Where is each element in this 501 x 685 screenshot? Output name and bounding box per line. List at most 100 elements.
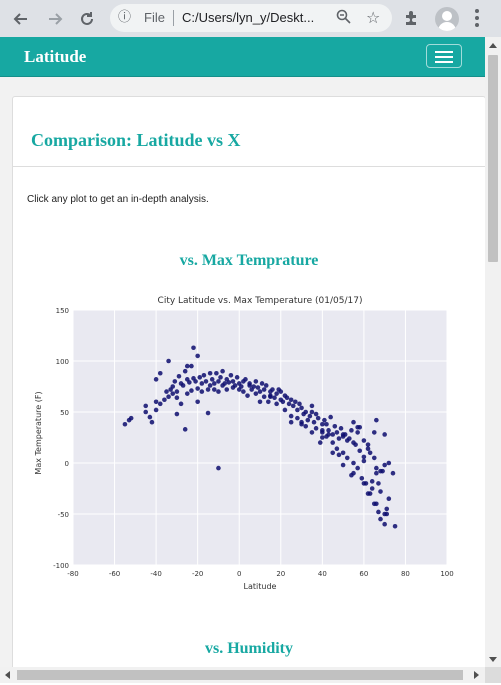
data-point <box>257 389 263 394</box>
data-point <box>317 440 323 445</box>
data-point <box>376 509 381 515</box>
data-point <box>347 436 352 441</box>
data-point <box>382 521 387 527</box>
horizontal-scroll-thumb[interactable] <box>17 670 463 680</box>
x-tick-label: 40 <box>318 570 327 578</box>
data-point <box>382 462 387 468</box>
vertical-scroll-thumb[interactable] <box>488 55 498 262</box>
y-tick-label: -100 <box>53 562 69 570</box>
navbar-brand[interactable]: Latitude <box>24 47 87 66</box>
scroll-down-icon[interactable] <box>489 657 497 662</box>
data-point <box>384 506 390 512</box>
data-point <box>201 372 207 378</box>
data-point <box>199 389 205 394</box>
url-text[interactable]: C:/Users/lyn_y/Deskt... <box>182 10 315 25</box>
y-tick-label: -50 <box>58 511 69 519</box>
data-point <box>336 436 342 441</box>
x-tick-label: -80 <box>67 570 78 578</box>
extensions-icon[interactable] <box>402 8 422 28</box>
data-point <box>284 395 290 401</box>
data-point <box>153 399 159 405</box>
data-point <box>157 370 163 376</box>
data-point <box>353 442 358 447</box>
data-point <box>209 377 215 382</box>
data-point <box>382 511 387 517</box>
scroll-left-icon[interactable] <box>5 671 10 679</box>
x-tick-label: 60 <box>359 570 368 578</box>
data-point <box>162 397 167 403</box>
data-point <box>309 409 315 415</box>
data-point <box>313 426 319 431</box>
site-navbar: Latitude <box>0 37 485 77</box>
star-icon[interactable]: ☆ <box>366 8 381 27</box>
avatar[interactable] <box>435 7 459 31</box>
data-point <box>280 399 286 405</box>
data-point <box>351 419 356 425</box>
data-point <box>228 372 234 378</box>
data-point <box>374 470 379 476</box>
horizontal-scrollbar[interactable] <box>0 667 485 683</box>
back-icon[interactable] <box>8 6 34 32</box>
zoom-icon[interactable] <box>336 9 351 28</box>
data-point <box>182 368 188 374</box>
navbar-toggle-button[interactable] <box>426 44 462 68</box>
data-point <box>361 481 367 486</box>
x-axis-label: Latitude <box>244 582 277 591</box>
data-point <box>253 379 259 384</box>
scroll-up-icon[interactable] <box>489 43 497 48</box>
data-point <box>332 423 338 429</box>
data-point <box>330 440 336 445</box>
max-temp-scatter-plot[interactable]: -80 -60 -40 -20 0 20 40 60 80 100 -100 -50 0 50 100 150… <box>33 293 463 597</box>
data-point <box>392 523 398 529</box>
data-point <box>143 403 149 409</box>
intro-text: Click any plot to get an in-depth analys… <box>27 194 209 205</box>
data-point <box>376 481 381 486</box>
browser-toolbar: ⓘ File C:/Users/lyn_y/Deskt... ☆ <box>0 0 501 37</box>
data-point <box>349 428 354 433</box>
data-point <box>195 399 200 405</box>
data-point <box>122 421 128 427</box>
data-point <box>207 383 213 388</box>
chart-title: City Latitude vs. Max Temperature (01/05… <box>158 296 363 306</box>
data-point <box>253 391 259 396</box>
x-tick-label: -60 <box>109 570 120 578</box>
data-point <box>189 388 194 393</box>
data-point <box>328 414 333 420</box>
data-point <box>166 358 171 364</box>
vertical-scrollbar[interactable] <box>485 37 501 667</box>
data-point <box>272 395 277 401</box>
data-point <box>180 383 186 388</box>
data-point <box>305 417 311 423</box>
data-point <box>371 430 377 435</box>
data-point <box>257 399 263 405</box>
data-point <box>157 401 163 407</box>
data-point <box>355 465 360 471</box>
data-point <box>330 432 336 437</box>
data-point <box>378 516 383 522</box>
data-point <box>182 427 188 432</box>
data-point <box>222 381 227 386</box>
data-point <box>320 421 325 427</box>
data-point <box>313 411 319 417</box>
data-point <box>303 423 309 429</box>
data-point <box>224 387 230 392</box>
data-point <box>365 446 371 452</box>
scroll-right-icon[interactable] <box>474 671 479 679</box>
section-title-humidity: vs. Humidity <box>204 640 293 657</box>
data-point <box>288 397 294 403</box>
menu-icon[interactable] <box>475 9 479 30</box>
data-point <box>295 415 300 421</box>
address-bar[interactable]: ⓘ File C:/Users/lyn_y/Deskt... ☆ <box>110 4 392 32</box>
forward-icon[interactable] <box>42 6 68 32</box>
data-point <box>320 435 325 440</box>
data-point <box>195 353 200 359</box>
reload-icon[interactable] <box>74 6 100 32</box>
data-point <box>153 377 159 382</box>
data-point <box>324 421 329 427</box>
data-point <box>207 370 213 376</box>
info-icon[interactable]: ⓘ <box>118 10 132 25</box>
data-point <box>326 428 331 433</box>
data-point <box>247 383 252 388</box>
data-point <box>344 455 350 461</box>
data-point <box>274 401 279 407</box>
